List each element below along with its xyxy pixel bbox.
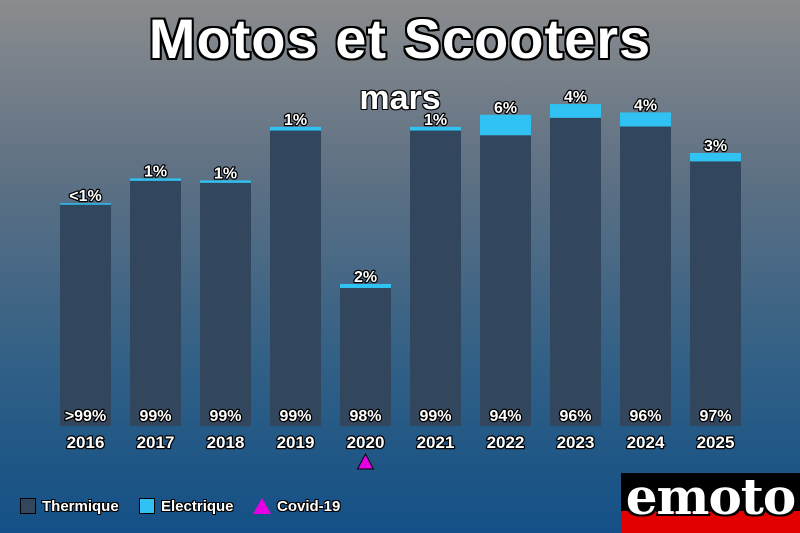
x-tick-label-2016: 2016 <box>67 433 105 452</box>
bottom-label-2021: 99% <box>419 408 451 425</box>
logo-red-band <box>621 511 800 533</box>
legend-item-thermique: Thermique <box>20 496 119 516</box>
x-tick-label-2019: 2019 <box>277 433 315 452</box>
x-tick-label-2018: 2018 <box>207 433 245 452</box>
chart-title: Motos et Scooters <box>148 7 652 70</box>
x-tick-label-2020: 2020 <box>347 433 385 452</box>
bar-electrique-2024 <box>620 112 671 127</box>
bottom-label-2025: 97% <box>699 408 731 425</box>
bar-thermique-2025 <box>690 161 741 426</box>
legend-label-thermique: Thermique <box>42 497 119 515</box>
legend-item-covid: Covid-19 <box>253 496 340 516</box>
top-label-2025: 3% <box>704 138 727 155</box>
top-label-2021: 1% <box>424 112 447 129</box>
bar-thermique-2018 <box>200 182 251 426</box>
legend-swatch-thermique <box>20 498 36 514</box>
bottom-label-2022: 94% <box>489 408 521 425</box>
bar-thermique-2023 <box>550 117 601 427</box>
legend-swatch-electrique <box>139 498 155 514</box>
x-tick-label-2017: 2017 <box>137 433 175 452</box>
bar-thermique-2016 <box>60 203 111 426</box>
bar-thermique-2022 <box>480 135 531 426</box>
bar-electrique-2017 <box>130 178 181 181</box>
top-label-2018: 1% <box>214 165 237 182</box>
bar-thermique-2021 <box>410 130 461 426</box>
bar-electrique-2019 <box>270 126 321 131</box>
bar-electrique-2025 <box>690 152 741 162</box>
top-label-2023: 4% <box>564 89 587 106</box>
bar-thermique-2019 <box>270 130 321 426</box>
legend-item-electrique: Electrique <box>139 496 234 516</box>
bar-electrique-2023 <box>550 104 601 118</box>
bottom-label-2023: 96% <box>559 408 591 425</box>
bottom-label-2020: 98% <box>349 408 381 425</box>
x-tick-label-2022: 2022 <box>487 433 525 452</box>
x-tick-label-2023: 2023 <box>557 433 595 452</box>
top-label-2017: 1% <box>144 163 167 180</box>
chart-subtitle: mars <box>359 79 441 117</box>
covid-marker-2020 <box>356 452 375 470</box>
bottom-label-2018: 99% <box>209 408 241 425</box>
bar-thermique-2024 <box>620 126 671 426</box>
bar-electrique-2020 <box>340 283 391 288</box>
bar-electrique-2016 <box>60 203 111 205</box>
bar-thermique-2020 <box>340 287 391 426</box>
covid-triangle-icon <box>253 498 271 514</box>
bar-electrique-2022 <box>480 114 531 136</box>
bar-electrique-2018 <box>200 180 251 183</box>
top-label-2024: 4% <box>634 97 657 114</box>
emoto-logo: emoto <box>621 473 800 533</box>
top-label-2020: 2% <box>354 269 377 286</box>
logo-text: emoto <box>625 473 797 526</box>
bottom-label-2024: 96% <box>629 408 661 425</box>
x-tick-label-2025: 2025 <box>697 433 735 452</box>
legend-label-covid: Covid-19 <box>277 497 341 515</box>
bottom-label-2017: 99% <box>139 408 171 425</box>
bar-thermique-2017 <box>130 180 181 426</box>
legend-label-electrique: Electrique <box>161 497 234 515</box>
bottom-label-2019: 99% <box>279 408 311 425</box>
x-tick-label-2024: 2024 <box>627 433 665 452</box>
bar-electrique-2021 <box>410 126 461 131</box>
top-label-2022: 6% <box>494 100 517 117</box>
bottom-label-2016: >99% <box>65 408 106 425</box>
x-tick-label-2021: 2021 <box>417 433 455 452</box>
top-label-2019: 1% <box>284 112 307 129</box>
top-label-2016: <1% <box>69 188 101 205</box>
